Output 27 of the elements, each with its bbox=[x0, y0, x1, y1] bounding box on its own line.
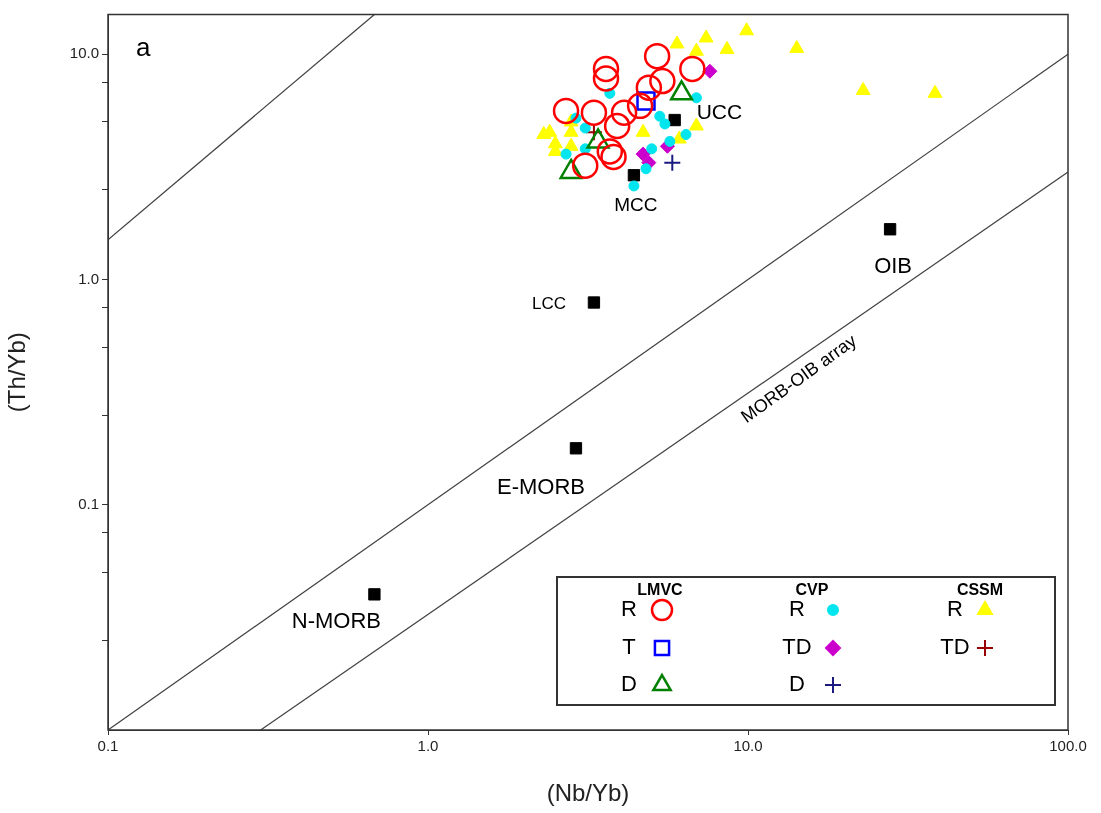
legend-label: D bbox=[789, 671, 805, 697]
annotation: CVP bbox=[795, 581, 829, 599]
legend-label: TD bbox=[940, 634, 970, 660]
legend-label: R bbox=[621, 596, 637, 622]
x-tick-label: 1.0 bbox=[417, 737, 439, 755]
annotation: MCC bbox=[614, 193, 658, 215]
annotation: CSSM bbox=[956, 581, 1004, 599]
y-axis-title: (Th/Yb) bbox=[3, 332, 31, 413]
legend-label: R bbox=[947, 596, 963, 622]
annotation: OIB bbox=[874, 253, 913, 279]
legend-label: D bbox=[621, 671, 637, 697]
annotation: LMVC bbox=[637, 581, 684, 599]
x-tick-label: 100.0 bbox=[1049, 737, 1087, 755]
y-tick-label: 10.0 bbox=[69, 44, 99, 62]
annotation: LCC bbox=[531, 294, 566, 314]
annotation: N-MORB bbox=[291, 608, 382, 634]
legend-label: T bbox=[622, 634, 636, 660]
y-tick-label: 0.1 bbox=[78, 494, 99, 512]
x-tick-label: 10.0 bbox=[733, 737, 763, 755]
legend-label: TD bbox=[782, 634, 812, 660]
x-tick-label: 0.1 bbox=[97, 737, 119, 755]
x-axis-title: (Nb/Yb) bbox=[546, 779, 630, 807]
annotation: a bbox=[136, 31, 151, 62]
y-tick-label: 1.0 bbox=[78, 269, 99, 287]
legend-label: R bbox=[789, 596, 805, 622]
annotation: UCC bbox=[696, 99, 743, 123]
annotation: E-MORB bbox=[496, 474, 585, 500]
